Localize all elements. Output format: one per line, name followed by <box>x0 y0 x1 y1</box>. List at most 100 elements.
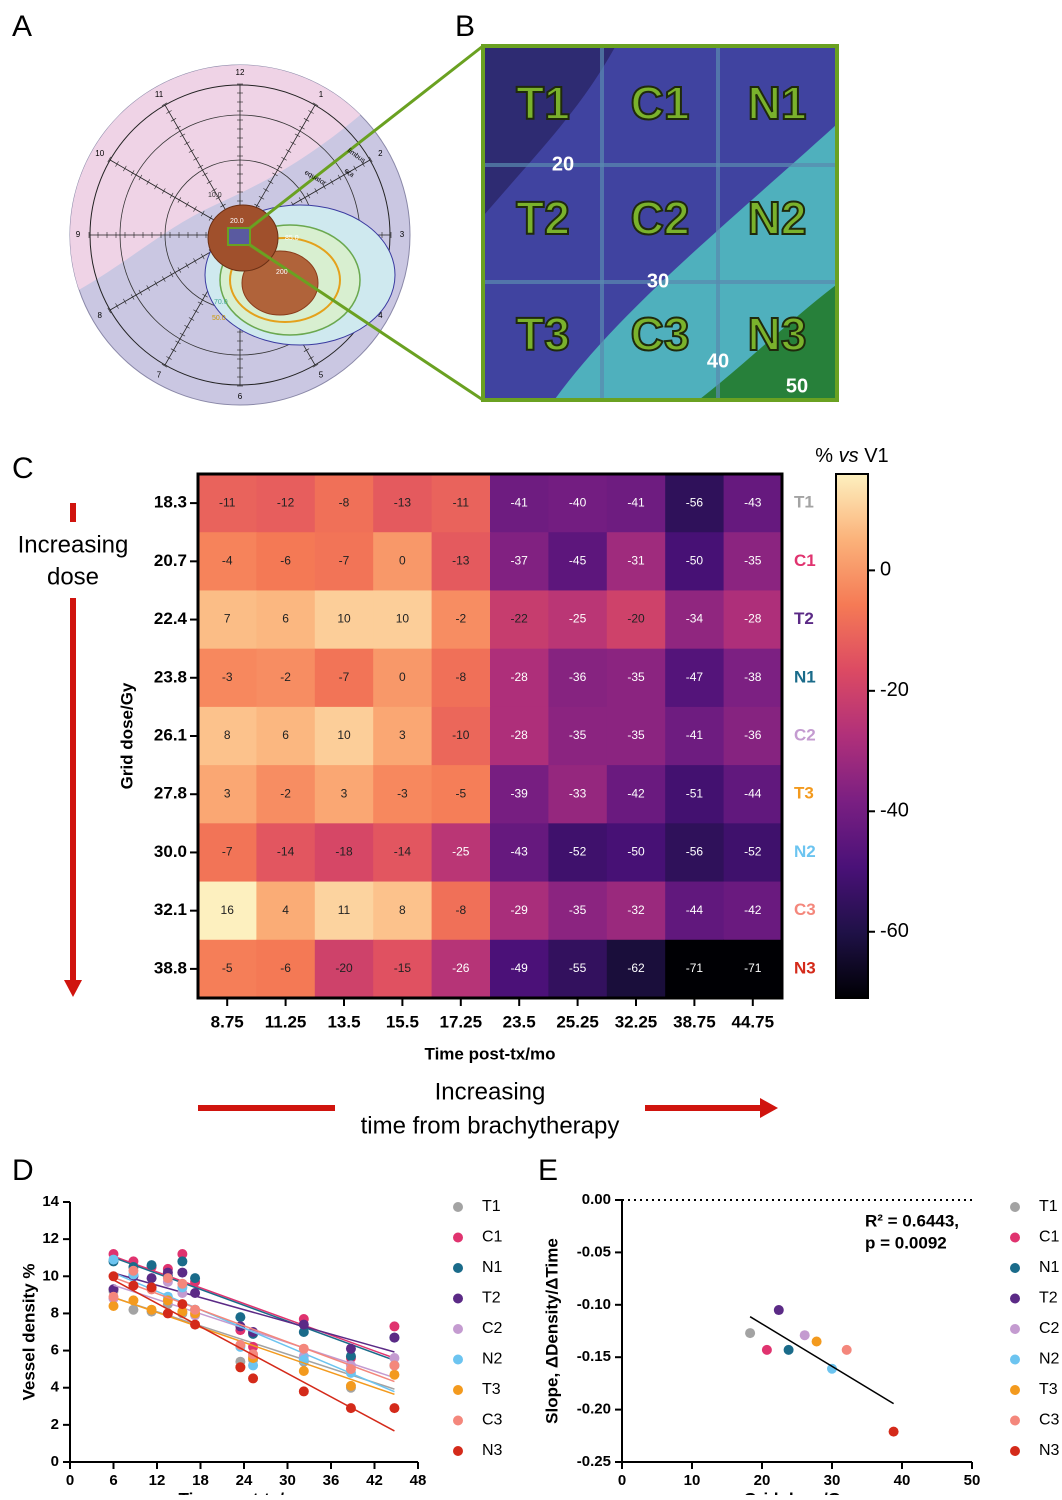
spoke-tick <box>146 179 150 185</box>
y-tick-label: 23.8 <box>154 667 187 686</box>
row-name: C3 <box>794 900 816 919</box>
panel-label: D <box>12 1154 34 1187</box>
spoke <box>164 104 228 214</box>
heat-cell <box>490 590 549 650</box>
heat-cell <box>314 823 374 883</box>
spoke-tick <box>154 280 158 287</box>
isodose-label: 20 <box>552 153 574 175</box>
cell-label: -26 <box>452 961 470 975</box>
point <box>888 1426 899 1437</box>
point <box>177 1249 188 1259</box>
heat-cell <box>723 765 783 824</box>
cell-label: -6 <box>280 554 291 568</box>
zoom-line <box>249 44 484 230</box>
grid-label: C2 <box>631 192 690 244</box>
spoke-tick <box>162 188 166 194</box>
colorbar-title: % vs V1 <box>815 445 888 467</box>
annotation: Increasing <box>18 531 129 558</box>
spoke-tick <box>272 172 278 177</box>
spoke-tick <box>312 102 319 106</box>
point <box>235 1312 246 1323</box>
spoke-tick <box>115 303 119 309</box>
cell-label: -14 <box>394 845 412 859</box>
heat-cell <box>431 706 491 766</box>
row-name: N2 <box>794 842 816 861</box>
heat-cell <box>314 648 374 708</box>
heat-cell <box>665 939 725 999</box>
x-tick-label: 8.75 <box>211 1012 244 1031</box>
heat-cell <box>723 648 783 708</box>
zone <box>555 125 836 399</box>
x-tick-label: 15.5 <box>386 1012 419 1031</box>
spoke-tick <box>220 203 226 208</box>
arrow-head <box>64 980 82 997</box>
legend-label: T1 <box>482 1198 501 1215</box>
spoke-tick <box>330 179 334 185</box>
y-tick-label: -0.05 <box>577 1243 611 1260</box>
y-axis-label: Grid dose/Gy <box>117 682 136 789</box>
x-tick-label: 40 <box>894 1472 911 1489</box>
heat-cell <box>314 765 374 824</box>
cell-label: 3 <box>341 786 348 800</box>
clock-label: 11 <box>155 90 164 99</box>
cell-label: -25 <box>569 612 587 626</box>
heat-cell <box>723 706 783 766</box>
annotation: R² = 0.6443, <box>865 1211 959 1230</box>
spoke-tick <box>193 309 199 313</box>
spoke-tick <box>215 196 222 200</box>
point <box>389 1321 400 1332</box>
y-tick-label: 26.1 <box>154 725 187 744</box>
heat-cell <box>314 474 374 533</box>
cell-label: -32 <box>627 903 645 917</box>
x-tick-label: 13.5 <box>327 1012 360 1031</box>
spoke-tick <box>322 183 326 190</box>
panel-label: C <box>12 452 34 485</box>
spoke-tick <box>161 364 168 368</box>
point <box>827 1363 837 1374</box>
legend-marker <box>453 1385 463 1395</box>
legend-label: T2 <box>1039 1290 1058 1307</box>
annotation: Increasing <box>435 1078 546 1105</box>
heat-cell <box>548 474 608 533</box>
spoke-tick <box>130 294 135 300</box>
y-tick-label: 27.8 <box>154 784 187 803</box>
annotation: dose <box>47 563 99 590</box>
y-tick-label: 0.00 <box>582 1191 611 1208</box>
clock-label: 7 <box>157 370 162 379</box>
y-tick-label: 14 <box>42 1193 59 1210</box>
point <box>248 1360 259 1371</box>
x-tick-label: 24 <box>236 1472 253 1489</box>
point <box>389 1403 400 1414</box>
heat-cell <box>665 881 725 941</box>
legend-label: C2 <box>482 1320 503 1337</box>
heat-cell <box>256 823 316 883</box>
ring-label: ora <box>343 167 355 179</box>
cell-label: -8 <box>339 495 350 509</box>
spoke-tick <box>193 157 199 161</box>
heat-cell <box>198 939 257 999</box>
spoke-tick <box>197 301 204 306</box>
cell-label: -44 <box>686 903 704 917</box>
spoke-tick <box>308 356 314 360</box>
heat-cell <box>198 474 257 533</box>
heat-cell <box>548 765 608 824</box>
grid-label: C3 <box>631 308 690 360</box>
y-tick-label: -0.20 <box>577 1401 611 1418</box>
y-tick-label: 10 <box>42 1267 59 1284</box>
heat-cell <box>431 648 491 708</box>
legend-label: N2 <box>1039 1351 1060 1368</box>
cell-label: -40 <box>569 495 587 509</box>
spoke <box>109 159 219 223</box>
heat-cell <box>723 532 783 591</box>
cell-label: -18 <box>335 845 353 859</box>
heat-cell <box>198 823 257 883</box>
contour <box>229 237 341 323</box>
point <box>298 1327 309 1337</box>
legend-label: N3 <box>482 1442 503 1459</box>
point <box>345 1351 356 1362</box>
spoke-tick <box>258 196 265 200</box>
clock-label: 2 <box>378 149 383 158</box>
spoke-tick <box>314 188 318 194</box>
spoke-tick <box>175 125 181 130</box>
heat-cell <box>198 706 257 766</box>
